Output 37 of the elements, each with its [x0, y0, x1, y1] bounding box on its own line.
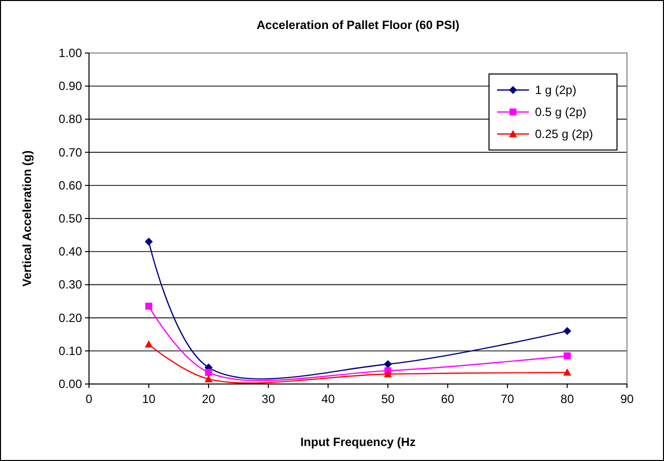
point: [204, 375, 213, 382]
point: [144, 238, 153, 246]
legend-label: 0.25 g (2p): [535, 127, 594, 141]
point: [384, 360, 392, 368]
x-tick-label: 20: [202, 392, 216, 406]
point: [144, 340, 153, 348]
y-axis-title: Vertical Acceleration (g): [20, 150, 34, 287]
y-tick-label: 0.90: [58, 79, 82, 94]
x-axis-title: Input Frequency (Hz: [300, 435, 416, 449]
y-tick-label: 0.70: [58, 145, 82, 160]
point: [384, 370, 392, 378]
x-tick-label: 50: [381, 392, 395, 406]
y-tick-label: 0.80: [58, 112, 82, 126]
x-tick-label: 80: [560, 392, 574, 406]
x-tick-label: 40: [321, 392, 336, 406]
y-tick-label: 0.50: [58, 212, 82, 226]
y-tick-label: 0.00: [58, 377, 82, 391]
point: [205, 368, 212, 376]
x-tick-label: 70: [500, 392, 514, 406]
legend-label: 0.5 g (2p): [535, 105, 586, 119]
point: [145, 302, 152, 310]
x-tick-label: 0: [86, 392, 93, 406]
y-tick-label: 1.00: [58, 46, 82, 60]
point: [563, 368, 572, 376]
y-tick-label: 0.60: [58, 178, 82, 192]
x-tick-label: 90: [620, 392, 634, 406]
y-tick-label: 0.10: [58, 344, 82, 358]
x-tick-label: 10: [142, 392, 156, 406]
y-tick-label: 0.20: [58, 310, 82, 325]
chart-title: Acceleration of Pallet Floor (60 PSI): [256, 18, 460, 32]
x-tick-label: 30: [262, 392, 276, 406]
y-tick-label: 0.40: [58, 244, 82, 259]
point: [564, 352, 571, 360]
y-tick-label: 0.30: [58, 278, 82, 292]
point: [563, 327, 572, 336]
legend-label: 1 g (2p): [535, 83, 576, 97]
x-tick-label: 60: [440, 392, 455, 406]
